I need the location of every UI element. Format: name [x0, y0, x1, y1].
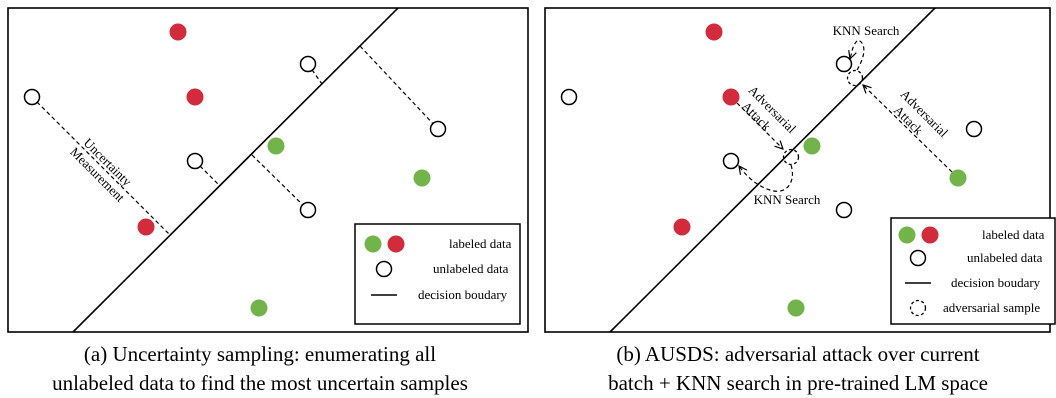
labeled-red-point	[705, 23, 723, 41]
caption-b-line2: batch + KNN search in pre-trained LM spa…	[608, 371, 988, 395]
labeled-green-point	[803, 137, 821, 155]
caption-a-line2: unlabeled data to find the most uncertai…	[52, 371, 468, 395]
labeled-green-point	[787, 299, 805, 317]
unlabeled-point	[23, 88, 41, 106]
knn-arrow-bottom	[739, 164, 793, 192]
legend-unlabeled-swatch	[375, 260, 393, 278]
attack-label-left: Adversarial Attack	[734, 83, 801, 150]
adversarial-sample	[782, 148, 800, 166]
attack-label-right: Adversarial Attack	[886, 87, 953, 154]
panel-b: KNN Search KNN Search Adversarial Attack…	[544, 7, 1056, 333]
knn-label-top: KNN Search	[833, 23, 900, 38]
labeled-green-point	[413, 169, 431, 187]
legend-b-frame	[890, 217, 1056, 325]
legend-adversarial-swatch	[909, 299, 927, 317]
legend-a: labeled data unlabeled data decision bou…	[354, 223, 521, 325]
legend-red-swatch	[387, 235, 405, 253]
attack-arrow-left	[736, 102, 783, 149]
distance-line	[359, 45, 439, 130]
caption-b: (b) AUSDS: adversarial attack over curre…	[543, 340, 1053, 398]
unlabeled-point	[186, 152, 204, 170]
unlabeled-point	[299, 55, 317, 73]
legend-b: labeled data unlabeled data decision bou…	[890, 217, 1056, 325]
legend-boundary-text: decision boudary	[418, 287, 508, 302]
legend-green-swatch	[898, 226, 916, 244]
distance-line	[194, 160, 221, 187]
panel-a: Uncertainty Measurement labeled data unl…	[7, 7, 529, 333]
uncertainty-line	[31, 96, 171, 236]
legend-red-swatch	[921, 226, 939, 244]
distance-line	[251, 154, 309, 211]
uncertainty-label: Uncertainty Measurement	[67, 133, 139, 205]
labeled-green-point	[949, 169, 967, 187]
panel-b-frame	[544, 7, 1051, 333]
legend-green-swatch	[364, 235, 382, 253]
legend-unlabeled-swatch	[909, 249, 927, 267]
legend-unlabeled-text: unlabeled data	[433, 261, 509, 276]
knn-label-bottom: KNN Search	[754, 192, 821, 207]
adversarial-sample	[846, 69, 864, 87]
unlabeled-point	[429, 120, 447, 138]
panel-a-frame	[7, 7, 529, 333]
unlabeled-point	[722, 152, 740, 170]
legend-adversarial-text: adversarial sample	[943, 300, 1040, 315]
legend-labeled-text: labeled data	[449, 236, 512, 251]
decision-boundary	[609, 7, 936, 333]
unlabeled-point	[299, 201, 317, 219]
unlabeled-point	[560, 88, 578, 106]
labeled-green-point	[250, 299, 268, 317]
legend-boundary-text: decision boudary	[951, 275, 1041, 290]
labeled-green-point	[267, 137, 285, 155]
labeled-red-point	[169, 23, 187, 41]
unlabeled-point	[835, 201, 853, 219]
labeled-red-point	[722, 88, 740, 106]
legend-labeled-text: labeled data	[982, 227, 1045, 242]
legend-unlabeled-text: unlabeled data	[967, 250, 1043, 265]
labeled-red-point	[137, 218, 155, 236]
unlabeled-point	[965, 120, 983, 138]
decision-boundary	[72, 7, 399, 333]
caption-a-line1: (a) Uncertainty sampling: enumerating al…	[83, 342, 437, 366]
caption-a: (a) Uncertainty sampling: enumerating al…	[5, 340, 515, 398]
labeled-red-point	[186, 88, 204, 106]
caption-b-line1: (b) AUSDS: adversarial attack over curre…	[616, 342, 980, 366]
unlabeled-point	[835, 55, 853, 73]
labeled-red-point	[673, 218, 691, 236]
